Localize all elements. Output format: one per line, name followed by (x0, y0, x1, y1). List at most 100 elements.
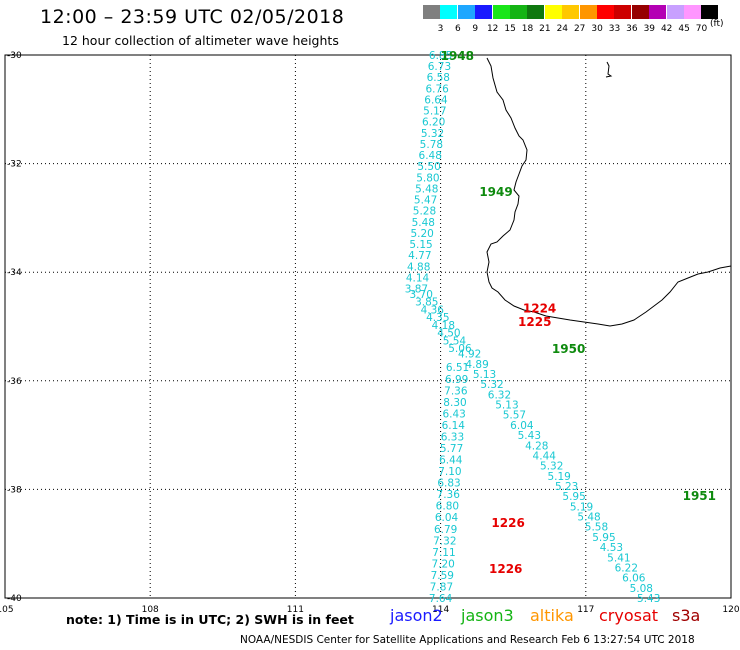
legend-swatch (597, 5, 614, 19)
wave-height-value: 5.48 (577, 512, 600, 524)
wave-height-value: 4.89 (465, 359, 488, 371)
australia-coastline (486, 57, 732, 327)
lon-tick-label: 117 (577, 605, 594, 615)
wave-height-value: 7.59 (431, 570, 454, 582)
wave-height-value: 6.32 (488, 389, 511, 401)
wave-height-value: 6.33 (441, 431, 464, 443)
pass-time-label: 1949 (479, 185, 512, 199)
wave-height-value: 5.15 (409, 239, 432, 251)
wave-height-value: 5.95 (592, 532, 615, 544)
legend-swatch (475, 5, 493, 19)
wave-height-value: 6.51 (446, 362, 469, 374)
lat-tick-label: -32 (7, 160, 22, 170)
legend-label: 21 (539, 24, 551, 34)
lon-tick-label: 120 (722, 605, 739, 615)
wave-height-value: 7.10 (438, 466, 461, 478)
legend-label: 27 (573, 24, 586, 34)
wave-height-value: 6.80 (436, 501, 459, 513)
wave-height-value: 7.20 (431, 558, 454, 570)
wave-height-value: 5.50 (417, 161, 440, 173)
satellite-name-s3a: s3a (672, 606, 701, 625)
legend-label: 42 (660, 24, 673, 34)
legend-swatch (527, 5, 545, 19)
wave-height-value: 5.23 (555, 481, 578, 493)
wave-height-value: 5.95 (562, 491, 585, 503)
wave-height-value: 7.64 (429, 593, 453, 605)
lat-lon-grid (5, 55, 731, 598)
pass-time-label: 1225 (518, 315, 551, 329)
legend-label: 70 (695, 24, 708, 34)
wave-height-value: 5.48 (415, 183, 438, 195)
wave-height-value: 6.20 (422, 117, 445, 129)
pass-time-label: 1226 (491, 516, 524, 530)
legend-swatch (510, 5, 527, 19)
legend-swatch (492, 5, 510, 19)
lon-tick-label: 108 (142, 605, 159, 615)
wave-height-value: 3.87 (405, 283, 428, 295)
legend-label: 15 (504, 24, 516, 34)
pass-time-label: 1224 (523, 301, 556, 315)
legend-label: 45 (678, 24, 690, 34)
credit-footer: NOAA/NESDIS Center for Satellite Applica… (240, 634, 695, 646)
map-note: note: 1) Time is in UTC; 2) SWH is in fe… (66, 612, 354, 627)
wave-height-value: 5.43 (518, 430, 541, 442)
wave-height-value: 6.04 (435, 512, 459, 524)
wave-height-value: 6.64 (424, 94, 448, 106)
pass-time-label: 1226 (489, 562, 522, 576)
wave-height-value: 4.14 (406, 272, 430, 284)
legend-label: 33 (608, 24, 621, 34)
map-subtitle: 12 hour collection of altimeter wave hei… (62, 33, 339, 48)
pass-time-label: 1948 (441, 49, 474, 63)
pass-time-label: 1951 (683, 489, 716, 503)
lon-tick-label: 105 (0, 605, 14, 615)
wave-height-value: 5.32 (540, 461, 563, 473)
wave-height-value: 5.13 (495, 400, 518, 412)
map-frame (4, 54, 732, 599)
wave-height-value: 5.47 (414, 195, 437, 207)
lon-tick-label: 114 (432, 605, 449, 615)
wave-height-value: 5.43 (637, 593, 660, 605)
wave-height-value: 3.85 (415, 297, 438, 309)
island-outline (605, 61, 613, 78)
wave-height-value: 5.13 (473, 369, 496, 381)
legend-swatch (544, 5, 562, 19)
wave-height-value: 6.83 (437, 478, 460, 490)
legend-swatch (423, 5, 440, 19)
wave-height-value: 7.11 (432, 547, 455, 559)
wave-height-value: 4.50 (437, 328, 460, 340)
wave-height-value: 4.77 (408, 250, 431, 262)
legend-label: 30 (591, 24, 603, 34)
wave-height-value: 5.19 (547, 471, 570, 483)
legend-swatch (666, 5, 684, 19)
wave-height-value: 6.22 (615, 562, 638, 574)
lat-tick-label: -40 (7, 594, 22, 604)
wave-height-value: 5.32 (480, 379, 503, 391)
wave-height-value: 6.73 (428, 61, 451, 73)
wave-height-value: 4.44 (533, 450, 557, 462)
wave-height-value: 5.78 (420, 139, 443, 151)
legend-swatch (562, 5, 580, 19)
wave-height-value: 5.41 (607, 552, 630, 564)
wave-height-value: 6.99 (445, 374, 468, 386)
legend-label: 39 (643, 24, 656, 34)
wave-height-value: 5.77 (440, 443, 463, 455)
wave-height-value: 4.18 (432, 320, 455, 332)
wave-height-value: 6.48 (419, 150, 442, 162)
wave-height-value: 7.36 (444, 385, 468, 397)
pass-time-label: 1950 (552, 342, 585, 356)
wave-height-value: 5.08 (630, 583, 653, 595)
wave-height-value: 4.88 (407, 261, 430, 273)
lat-tick-label: -30 (7, 51, 22, 61)
lat-tick-label: -34 (7, 268, 22, 278)
legend-swatch (614, 5, 632, 19)
legend-swatch (631, 5, 649, 19)
legend-swatch (649, 5, 667, 19)
lon-tick-label: 111 (287, 605, 304, 615)
legend-label: 24 (556, 24, 569, 34)
legend-label: 3 (437, 24, 444, 34)
wave-height-value: 5.06 (448, 343, 472, 355)
satellite-name-jason3: jason3 (461, 606, 514, 625)
wave-height-value: 8.30 (443, 397, 466, 409)
satellite-name-jason2: jason2 (390, 606, 443, 625)
